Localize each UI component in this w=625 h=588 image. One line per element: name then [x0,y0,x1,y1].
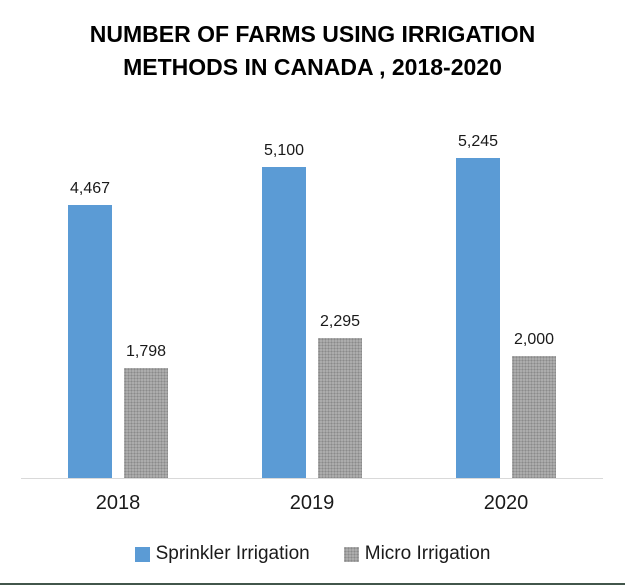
bar-value-label: 5,245 [457,133,499,150]
bar-micro-irrigation-2019 [318,338,362,478]
bar-micro-irrigation-2018 [124,368,168,478]
legend-swatch-sprinkler-icon [134,546,150,562]
legend-item-sprinkler-irrigation: Sprinkler Irrigation [134,543,310,565]
x-axis-label-2018: 2018 [95,492,141,514]
legend-label-micro: Micro Irrigation [364,543,491,564]
chart-title-line2: METHODS IN CANADA , 2018-2020 [123,54,502,80]
bar-sprinkler-irrigation-2020 [456,158,500,478]
bar-value-label: 4,467 [69,180,111,197]
bar-sprinkler-irrigation-2019 [262,167,306,478]
bar-micro-irrigation-2020 [512,356,556,478]
bar-value-label: 2,295 [319,313,361,330]
x-axis-label-2019: 2019 [289,492,335,514]
chart-title-line1: NUMBER OF FARMS USING IRRIGATION [89,21,536,47]
legend: Sprinkler Irrigation Micro Irrigation [0,543,625,565]
chart-title: NUMBER OF FARMS USING IRRIGATION METHODS… [0,18,625,84]
bar-sprinkler-irrigation-2018 [68,205,112,478]
bottom-border-line [0,583,625,585]
legend-label-sprinkler: Sprinkler Irrigation [155,543,310,564]
bar-value-label: 2,000 [513,331,555,348]
legend-item-micro-irrigation: Micro Irrigation [343,543,491,565]
bar-value-label: 1,798 [125,343,167,360]
x-axis-line [21,478,603,479]
legend-swatch-micro-icon [343,546,359,562]
bar-value-label: 5,100 [263,142,305,159]
x-axis-label-2020: 2020 [483,492,529,514]
